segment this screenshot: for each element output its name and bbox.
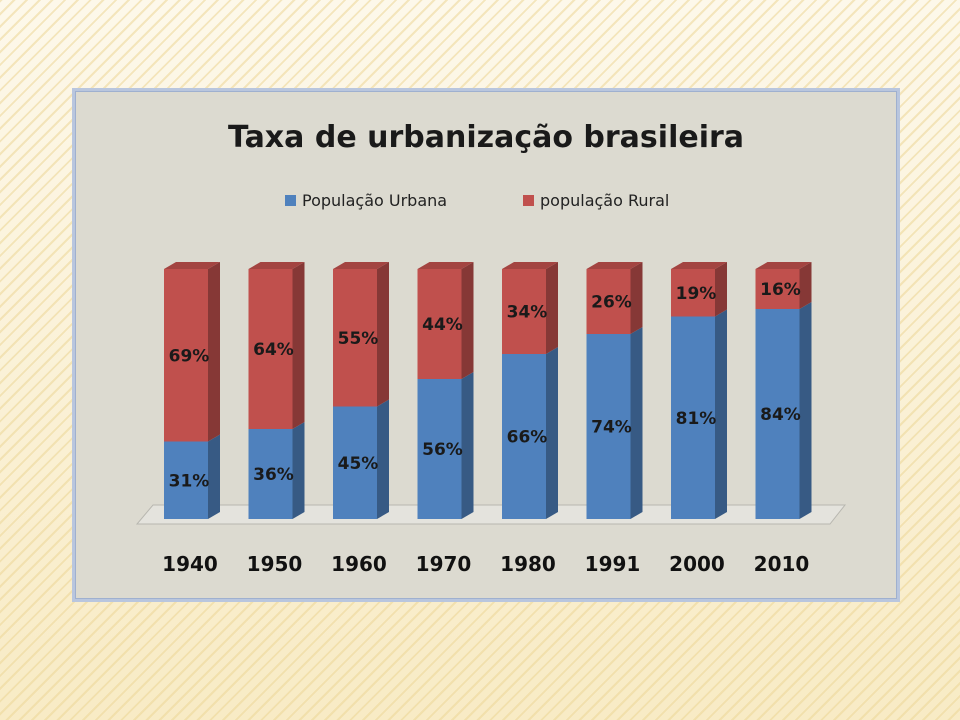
- bar-segment: 84%: [755, 302, 812, 519]
- bar: [586, 334, 631, 519]
- bar: [248, 269, 293, 429]
- bar: [671, 269, 715, 317]
- bar-side: [377, 399, 389, 519]
- bar-side: [630, 327, 643, 519]
- bar-side: [292, 262, 305, 429]
- bar: [417, 269, 462, 379]
- x-tick-label: 2000: [669, 552, 725, 576]
- chart-title: Taxa de urbanização brasileira: [228, 120, 744, 155]
- floor-plane: [135, 504, 847, 525]
- bar-segment: 16%: [755, 262, 812, 309]
- bar: [248, 429, 293, 519]
- bar: [502, 269, 546, 354]
- bar-side: [715, 309, 727, 519]
- bar: [502, 354, 546, 519]
- data-label: 36%: [253, 465, 294, 485]
- data-label: 64%: [253, 340, 294, 360]
- bar-top: [671, 262, 727, 269]
- x-tick-label: 1950: [247, 552, 303, 576]
- bar-segment: 36%: [248, 422, 305, 519]
- data-label: 66%: [507, 428, 548, 448]
- bar-top: [248, 262, 305, 269]
- data-label: 56%: [422, 440, 463, 460]
- x-tick-label: 1980: [500, 552, 556, 576]
- legend-label: população Rural: [540, 191, 669, 210]
- bar-segment: 56%: [417, 372, 474, 519]
- legend: População Urbana população Rural: [285, 191, 669, 210]
- bar-segment: 69%: [164, 262, 220, 442]
- bar-side: [208, 262, 220, 442]
- chart-frame: Taxa de urbanização brasileira População…: [72, 88, 900, 602]
- bar: [333, 406, 377, 519]
- bar-segment: 26%: [586, 262, 643, 334]
- legend-swatch: [285, 195, 296, 206]
- bar-segment: 31%: [164, 434, 220, 519]
- bar-side: [292, 422, 305, 519]
- data-label: 69%: [169, 346, 210, 366]
- bar-side: [546, 262, 558, 354]
- data-label: 34%: [507, 303, 548, 323]
- data-label: 74%: [591, 418, 632, 438]
- chart-svg: Taxa de urbanização brasileira População…: [135, 120, 847, 576]
- data-label: 44%: [422, 315, 463, 335]
- bar-top: [333, 262, 389, 269]
- bar-top: [164, 262, 220, 269]
- data-label: 55%: [338, 329, 379, 349]
- data-label: 19%: [676, 284, 717, 304]
- bar-top: [417, 262, 474, 269]
- bar-segment: 64%: [248, 262, 305, 429]
- bar-side: [799, 262, 812, 309]
- bars: 31% 69% 36% 64% 45% 55% 56% 44% 66% 34% 74% 26% 81% 1…: [164, 262, 812, 519]
- bar-segment: 44%: [417, 262, 474, 379]
- data-label: 16%: [760, 280, 801, 300]
- bar-segment: 74%: [586, 327, 643, 519]
- bar-segment: 66%: [502, 347, 558, 519]
- bar-segment: 81%: [671, 309, 727, 519]
- bar-segment: 19%: [671, 262, 727, 317]
- bar: [755, 309, 800, 519]
- x-tick-label: 1940: [162, 552, 218, 576]
- x-tick-label: 2010: [754, 552, 810, 576]
- bar-segment: 55%: [333, 262, 389, 407]
- bar-segment: 34%: [502, 262, 558, 354]
- data-label: 45%: [338, 454, 379, 474]
- data-label: 84%: [760, 405, 801, 425]
- bar-side: [377, 262, 389, 407]
- bar: [671, 316, 715, 519]
- x-tick-label: 1991: [585, 552, 641, 576]
- legend-label: População Urbana: [302, 191, 447, 210]
- data-label: 31%: [169, 471, 210, 491]
- bar: [417, 379, 462, 519]
- bar-side: [461, 372, 474, 519]
- x-tick-label: 1970: [416, 552, 472, 576]
- bar: [164, 269, 208, 442]
- data-label: 26%: [591, 293, 632, 313]
- legend-swatch: [523, 195, 534, 206]
- data-label: 81%: [676, 409, 717, 429]
- bar-segment: 45%: [333, 399, 389, 519]
- x-tick-label: 1960: [331, 552, 387, 576]
- bar: [755, 269, 800, 309]
- bar: [164, 441, 208, 519]
- bar: [586, 269, 631, 334]
- bar-side: [208, 434, 220, 519]
- bar-side: [630, 262, 643, 334]
- bar-side: [546, 347, 558, 519]
- x-axis-ticks: 1940 1950 1960 1970 1980 1991 2000 2010: [162, 552, 809, 576]
- bar-top: [755, 262, 812, 269]
- bar-top: [586, 262, 643, 269]
- bar-top: [502, 262, 558, 269]
- bar-side: [799, 302, 812, 519]
- bar-side: [715, 262, 727, 317]
- bar-side: [461, 262, 474, 379]
- bar: [333, 269, 377, 407]
- chart-floor: [135, 504, 847, 525]
